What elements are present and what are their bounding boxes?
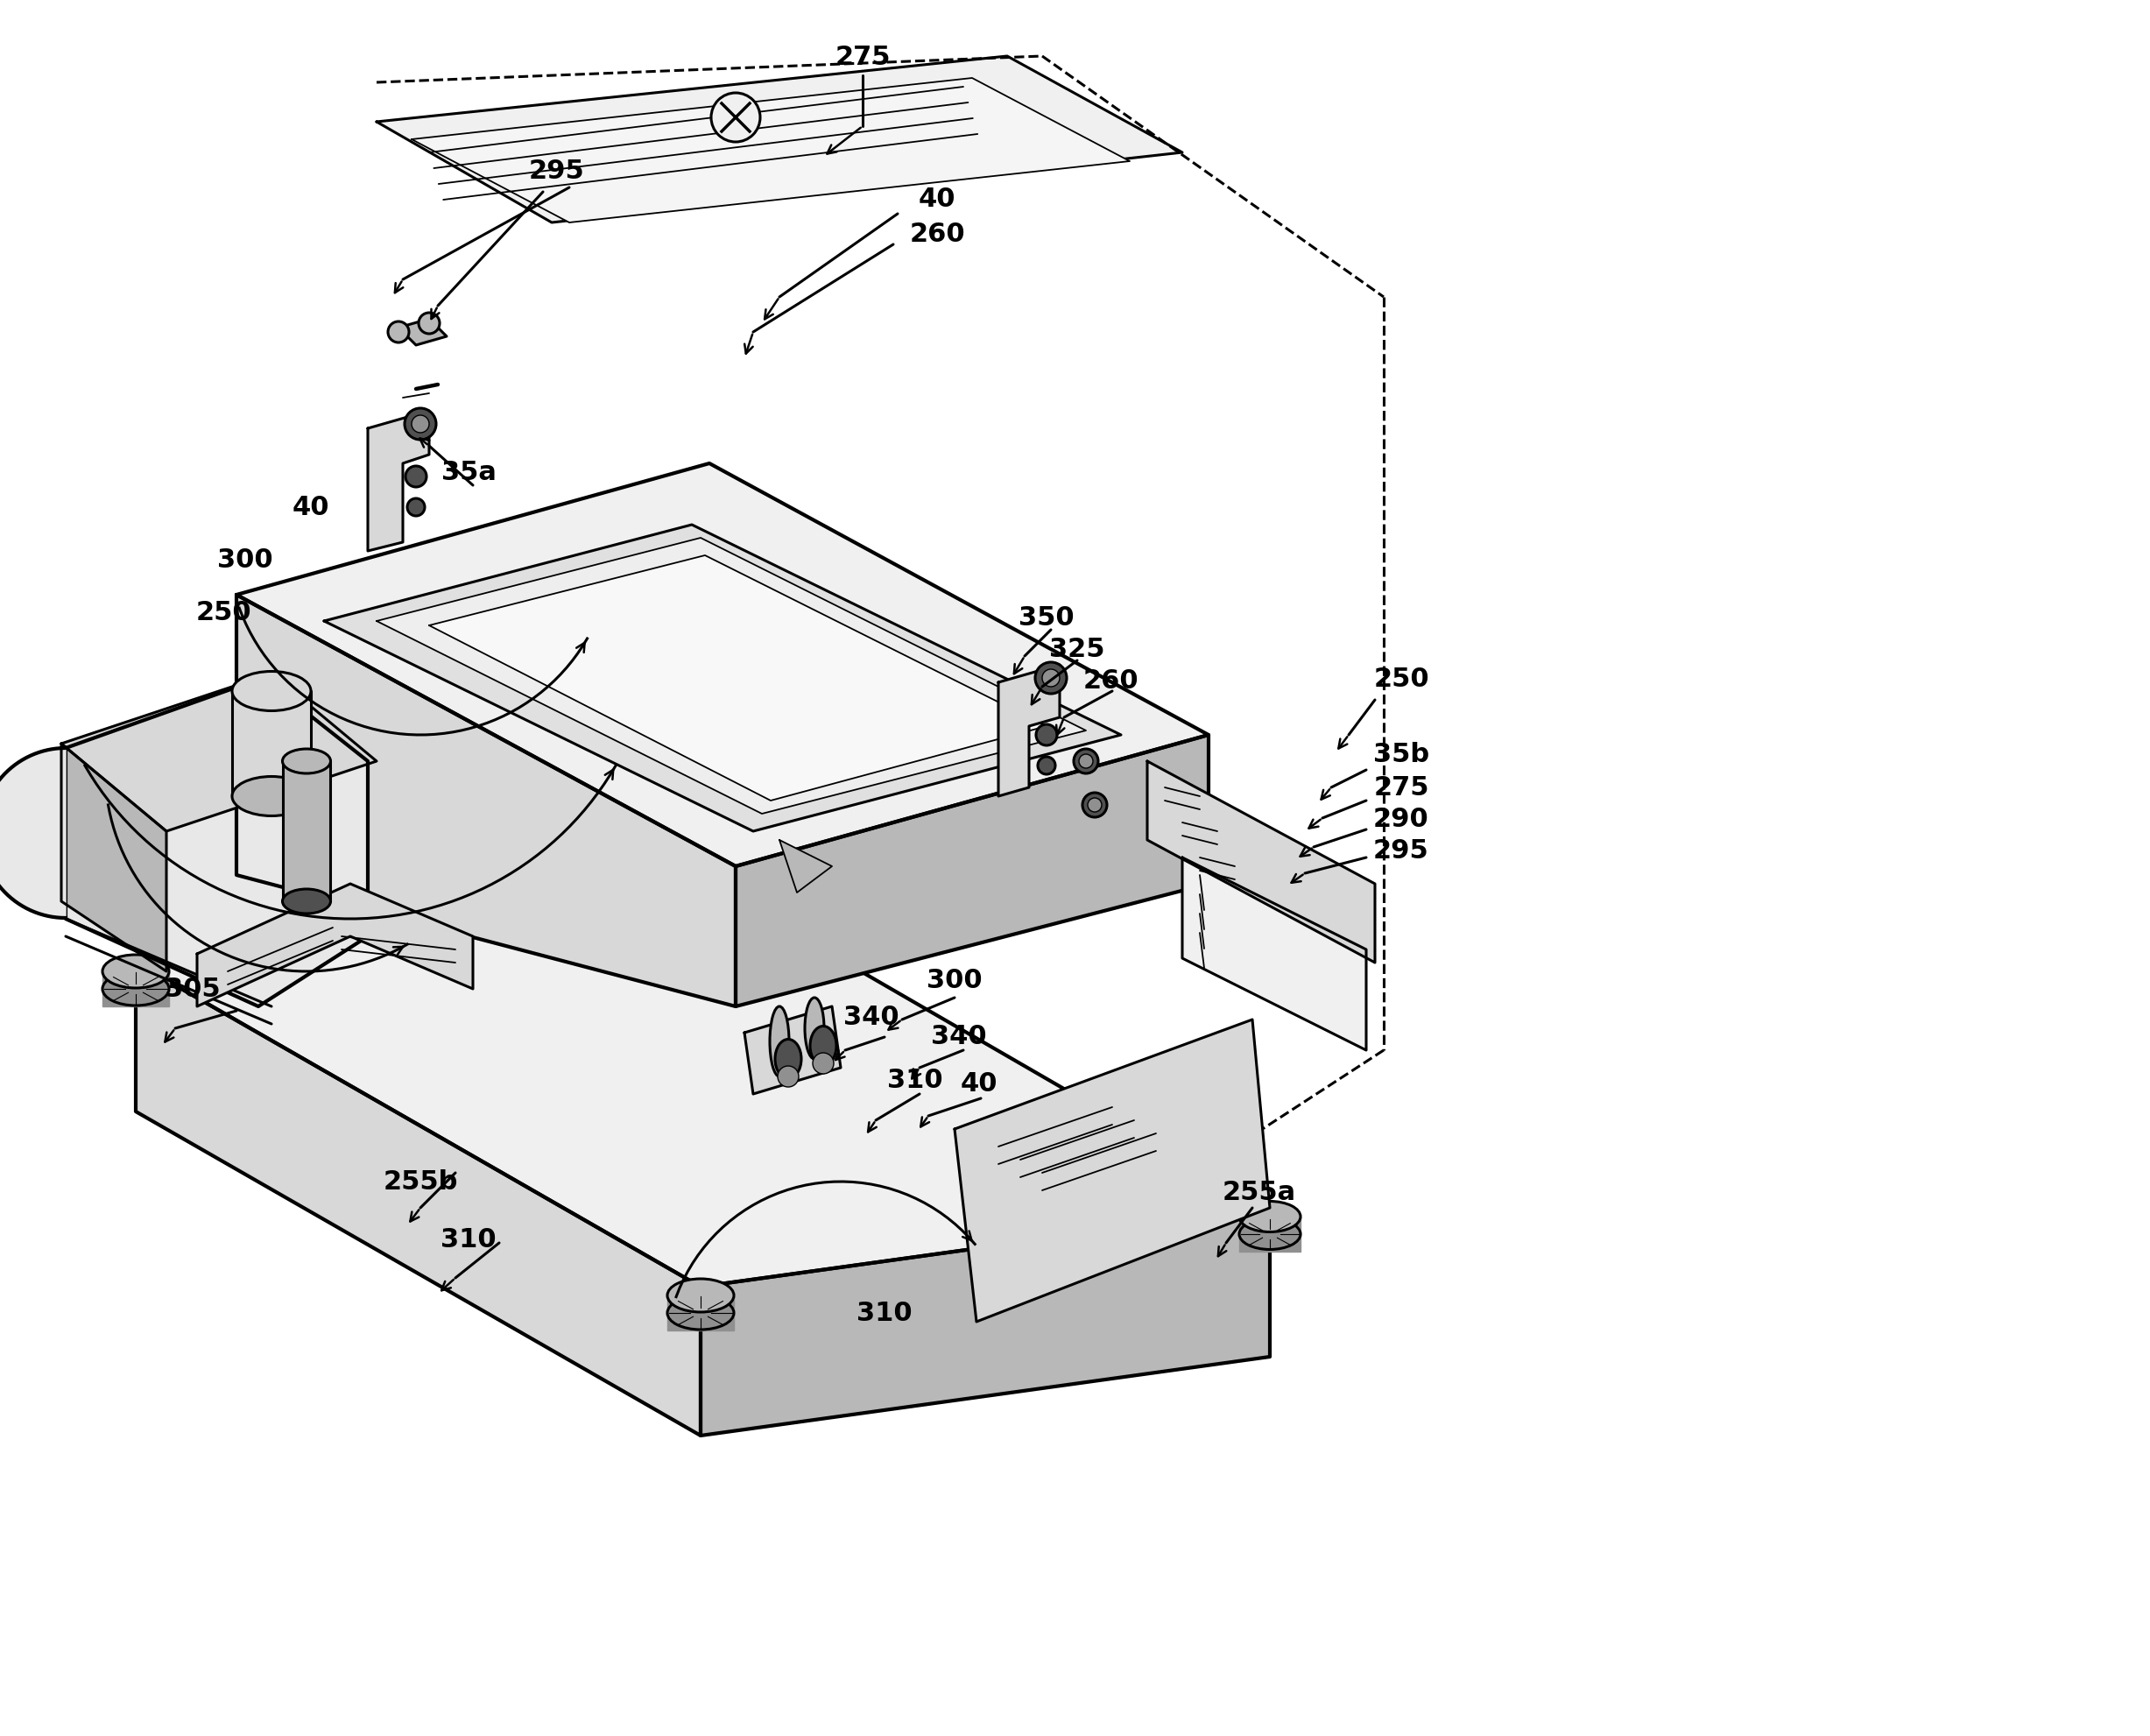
Ellipse shape bbox=[804, 998, 823, 1059]
Polygon shape bbox=[62, 674, 376, 832]
Polygon shape bbox=[398, 319, 447, 345]
Ellipse shape bbox=[103, 955, 170, 988]
Polygon shape bbox=[232, 691, 312, 797]
Polygon shape bbox=[135, 884, 1271, 1286]
Polygon shape bbox=[368, 411, 430, 552]
Circle shape bbox=[1079, 755, 1092, 769]
Ellipse shape bbox=[770, 1007, 789, 1076]
Polygon shape bbox=[430, 556, 1047, 800]
Text: 255b: 255b bbox=[383, 1168, 458, 1194]
Polygon shape bbox=[325, 526, 1120, 832]
Polygon shape bbox=[376, 538, 1086, 814]
Ellipse shape bbox=[1238, 1219, 1301, 1250]
Text: 340: 340 bbox=[843, 1005, 899, 1029]
Text: 290: 290 bbox=[1374, 807, 1430, 832]
Ellipse shape bbox=[666, 1279, 733, 1312]
Text: 260: 260 bbox=[909, 222, 965, 247]
Polygon shape bbox=[744, 1007, 841, 1094]
Polygon shape bbox=[998, 665, 1060, 797]
Text: 300: 300 bbox=[927, 967, 983, 993]
Ellipse shape bbox=[232, 778, 312, 816]
Text: 255a: 255a bbox=[1223, 1180, 1296, 1205]
Circle shape bbox=[1088, 799, 1101, 812]
Ellipse shape bbox=[1238, 1201, 1301, 1233]
Circle shape bbox=[1034, 663, 1066, 694]
Text: 310: 310 bbox=[856, 1300, 912, 1326]
Polygon shape bbox=[135, 963, 701, 1436]
Polygon shape bbox=[780, 840, 832, 892]
Text: 275: 275 bbox=[834, 43, 890, 69]
Polygon shape bbox=[103, 972, 170, 1007]
Text: 40: 40 bbox=[918, 187, 957, 212]
Circle shape bbox=[1043, 670, 1060, 687]
Polygon shape bbox=[62, 745, 166, 972]
Circle shape bbox=[406, 498, 426, 517]
Ellipse shape bbox=[232, 672, 312, 712]
Polygon shape bbox=[735, 736, 1208, 1007]
Polygon shape bbox=[701, 1208, 1271, 1436]
Ellipse shape bbox=[282, 889, 331, 913]
Circle shape bbox=[411, 417, 430, 434]
Text: 40: 40 bbox=[961, 1071, 998, 1097]
Text: 340: 340 bbox=[931, 1023, 987, 1049]
Text: 250: 250 bbox=[196, 601, 252, 625]
Text: 260: 260 bbox=[1084, 668, 1137, 694]
Text: 300: 300 bbox=[217, 547, 273, 573]
Polygon shape bbox=[284, 762, 331, 901]
Polygon shape bbox=[1238, 1217, 1301, 1252]
Circle shape bbox=[387, 323, 408, 344]
Text: 310: 310 bbox=[888, 1066, 944, 1092]
Polygon shape bbox=[376, 57, 1182, 224]
Circle shape bbox=[419, 314, 439, 335]
Polygon shape bbox=[411, 78, 1129, 224]
Ellipse shape bbox=[811, 1026, 836, 1066]
Polygon shape bbox=[955, 1019, 1271, 1321]
Polygon shape bbox=[198, 884, 473, 1007]
Text: 350: 350 bbox=[1019, 604, 1075, 630]
Circle shape bbox=[813, 1054, 834, 1075]
Polygon shape bbox=[237, 595, 735, 1007]
Polygon shape bbox=[1182, 858, 1365, 1050]
Text: 250: 250 bbox=[1374, 667, 1430, 691]
Text: 295: 295 bbox=[529, 158, 585, 184]
Circle shape bbox=[404, 410, 436, 441]
Text: 325: 325 bbox=[1049, 637, 1105, 661]
Text: 275: 275 bbox=[1374, 776, 1430, 800]
Polygon shape bbox=[67, 679, 368, 1007]
Text: 305: 305 bbox=[166, 977, 221, 1002]
Ellipse shape bbox=[282, 750, 331, 774]
Text: 35b: 35b bbox=[1374, 741, 1430, 767]
Polygon shape bbox=[0, 748, 67, 918]
Text: 35a: 35a bbox=[441, 460, 497, 486]
Polygon shape bbox=[666, 1295, 733, 1332]
Polygon shape bbox=[237, 464, 1208, 866]
Text: 310: 310 bbox=[441, 1226, 497, 1252]
Circle shape bbox=[778, 1066, 798, 1087]
Ellipse shape bbox=[103, 972, 170, 1005]
Polygon shape bbox=[1148, 762, 1376, 963]
Text: 40: 40 bbox=[292, 495, 329, 521]
Circle shape bbox=[712, 94, 761, 142]
Text: 295: 295 bbox=[1374, 838, 1430, 863]
Circle shape bbox=[1038, 757, 1056, 774]
Circle shape bbox=[1081, 793, 1107, 818]
Circle shape bbox=[1073, 750, 1099, 774]
Circle shape bbox=[406, 467, 426, 488]
Ellipse shape bbox=[666, 1297, 733, 1330]
Circle shape bbox=[1036, 726, 1058, 746]
Ellipse shape bbox=[774, 1040, 802, 1080]
